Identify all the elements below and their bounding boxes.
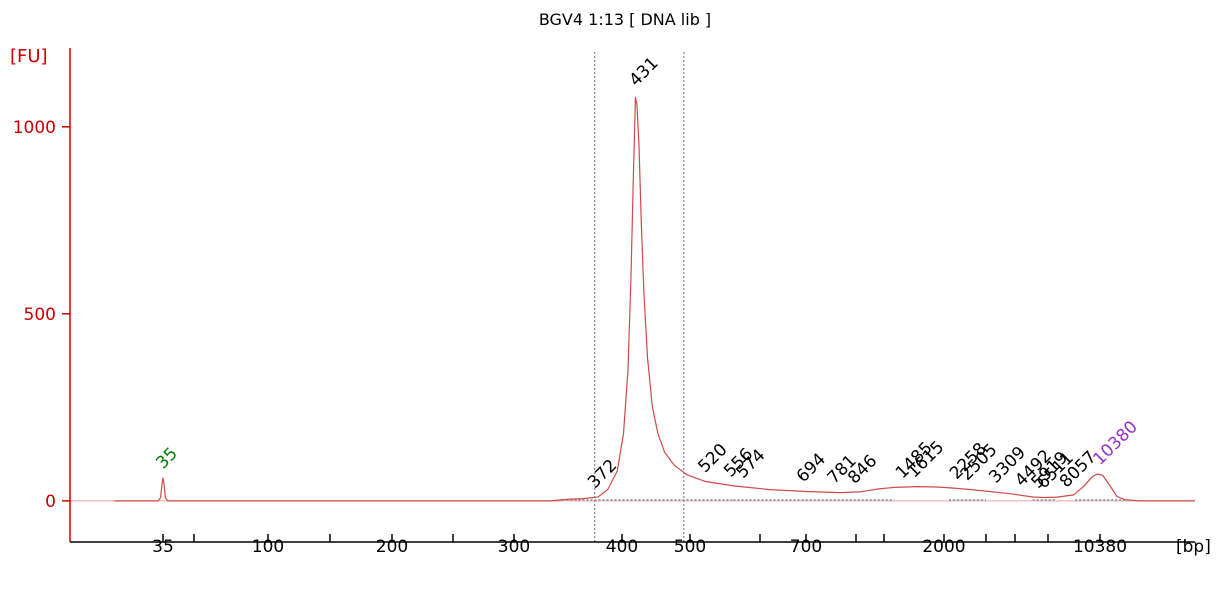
x-tick-label-35: 35 [152,537,174,557]
x-tick-label-2000: 2000 [922,537,965,557]
x-tick-label-500: 500 [674,537,706,557]
trace-line [114,96,1195,502]
peak-label-10380: 10380 [1089,417,1141,469]
x-axis-unit-label: [bp] [1176,537,1211,557]
chart-title: BGV4 1:13 [ DNA lib ] [539,10,711,29]
region-markers [594,52,685,542]
y-tick-label-1000: 1000 [13,118,56,138]
x-tick-label-700: 700 [790,537,822,557]
x-tick-label-100: 100 [252,537,284,557]
peak-label-372: 372 [584,456,621,493]
peak-label-694: 694 [793,450,830,487]
y-tick-label-500: 500 [24,305,56,325]
y-tick-label-0: 0 [45,492,56,512]
trace-layer [114,96,1195,502]
x-tick-label-300: 300 [498,537,530,557]
peak-label-35: 35 [152,444,181,473]
axes: 0 500 1000 35 100 200 300 400 500 700 2000 10380 [13,48,1195,557]
peak-label-431: 431 [626,53,663,90]
x-tick-label-400: 400 [606,537,638,557]
y-axis-unit-label: [FU] [10,46,48,67]
x-tick-label-10380: 10380 [1073,537,1127,557]
x-tick-label-200: 200 [376,537,408,557]
